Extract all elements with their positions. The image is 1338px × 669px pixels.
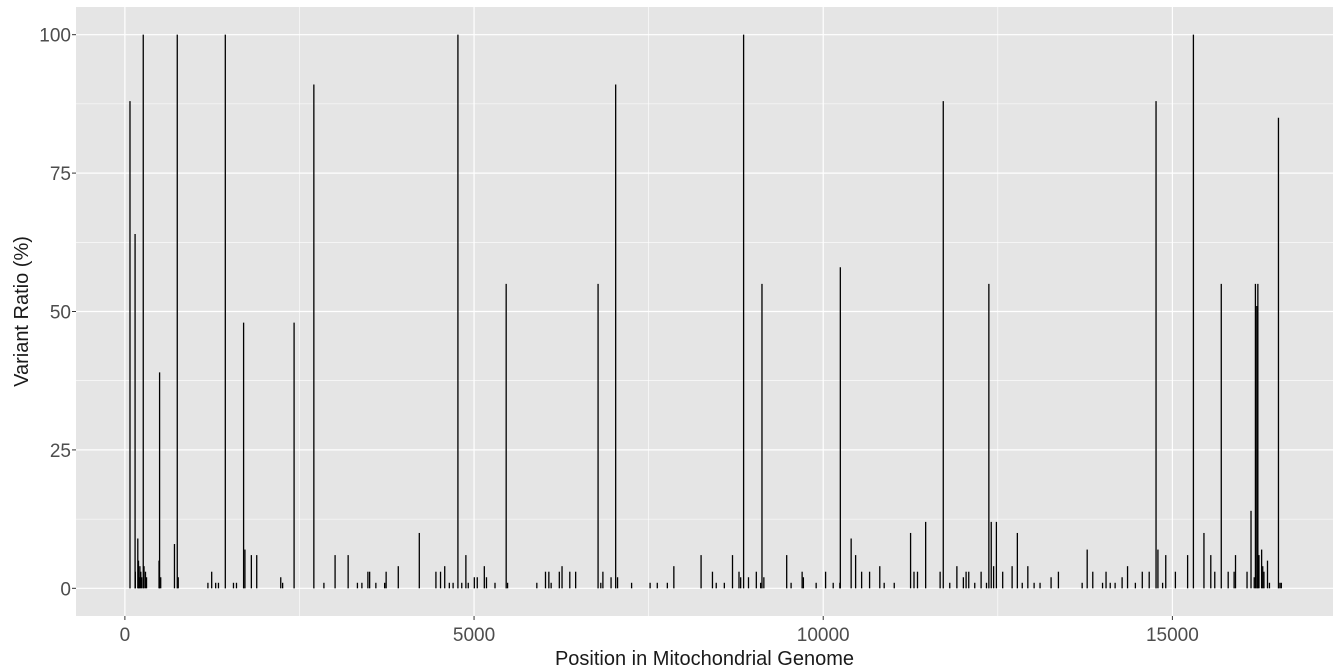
y-tick-label: 25 [50,441,71,462]
x-tick-label: 10000 [797,625,850,646]
x-tick-label: 15000 [1146,625,1199,646]
y-tick-label: 50 [50,303,71,324]
y-tick-label: 0 [60,579,71,600]
y-axis-title: Variant Ratio (%) [11,236,33,387]
bars-layer [129,34,1282,589]
y-tick-label: 75 [50,164,71,185]
x-tick-label: 0 [120,625,131,646]
x-axis-title: Position in Mitochondrial Genome [555,648,854,669]
grid-lines [76,7,1333,616]
axes-layer: 0 25 50 75 100 0 5000 10000 15000 [39,26,1199,646]
y-tick-label: 100 [39,26,71,47]
x-tick-label: 5000 [453,625,495,646]
